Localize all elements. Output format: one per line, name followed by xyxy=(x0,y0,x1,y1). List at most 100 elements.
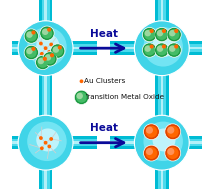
Bar xyxy=(0,141,19,144)
Circle shape xyxy=(31,30,36,35)
Bar xyxy=(161,75,163,100)
Bar xyxy=(161,169,163,189)
Circle shape xyxy=(36,34,59,57)
Circle shape xyxy=(167,127,174,134)
Circle shape xyxy=(144,45,151,52)
Circle shape xyxy=(167,27,181,42)
Text: Heat: Heat xyxy=(90,29,118,39)
Circle shape xyxy=(156,45,167,56)
Circle shape xyxy=(169,29,180,40)
Circle shape xyxy=(26,31,33,38)
Circle shape xyxy=(143,145,159,161)
Circle shape xyxy=(167,147,179,159)
Circle shape xyxy=(165,145,181,161)
Bar xyxy=(188,44,214,52)
Circle shape xyxy=(40,146,44,150)
Bar xyxy=(110,139,135,146)
Bar xyxy=(72,136,97,149)
Circle shape xyxy=(48,50,51,54)
Circle shape xyxy=(174,29,178,33)
Bar xyxy=(42,169,50,189)
Bar xyxy=(0,44,19,52)
Bar xyxy=(188,41,214,55)
Bar xyxy=(158,91,166,116)
Circle shape xyxy=(27,27,67,67)
Circle shape xyxy=(45,54,51,61)
Circle shape xyxy=(40,52,44,56)
Text: Au Clusters: Au Clusters xyxy=(84,78,126,84)
Circle shape xyxy=(26,31,37,41)
Bar xyxy=(45,75,47,100)
Circle shape xyxy=(156,29,167,40)
Circle shape xyxy=(37,57,48,68)
Bar xyxy=(0,139,19,146)
Circle shape xyxy=(43,57,47,61)
Circle shape xyxy=(157,30,163,36)
Bar xyxy=(188,47,214,49)
Circle shape xyxy=(51,44,65,58)
Circle shape xyxy=(43,52,57,66)
Bar xyxy=(39,75,52,100)
Bar xyxy=(155,91,169,116)
Circle shape xyxy=(53,46,59,53)
Circle shape xyxy=(24,29,39,43)
Bar xyxy=(155,169,169,189)
Bar xyxy=(161,0,163,22)
Bar xyxy=(42,91,50,116)
Bar xyxy=(72,44,97,52)
Circle shape xyxy=(144,45,155,56)
Circle shape xyxy=(167,148,174,155)
Circle shape xyxy=(76,92,87,103)
Circle shape xyxy=(49,43,53,46)
Bar xyxy=(158,0,166,22)
Text: Heat: Heat xyxy=(90,123,118,133)
Circle shape xyxy=(36,55,50,70)
Circle shape xyxy=(167,43,181,57)
Circle shape xyxy=(146,148,153,155)
Circle shape xyxy=(44,46,48,50)
Bar xyxy=(72,139,97,146)
Circle shape xyxy=(24,45,39,60)
Circle shape xyxy=(26,47,37,58)
Circle shape xyxy=(153,34,175,57)
Bar xyxy=(110,136,135,149)
Bar xyxy=(0,136,19,149)
Circle shape xyxy=(144,30,151,36)
Circle shape xyxy=(162,29,166,33)
Circle shape xyxy=(48,145,51,148)
Circle shape xyxy=(52,46,63,57)
Circle shape xyxy=(155,27,169,42)
Circle shape xyxy=(142,43,157,57)
Bar xyxy=(45,91,47,116)
Bar xyxy=(155,0,169,22)
Circle shape xyxy=(153,129,175,151)
Circle shape xyxy=(150,44,154,49)
Bar xyxy=(188,139,214,146)
Bar xyxy=(188,136,214,149)
Circle shape xyxy=(27,122,67,161)
Circle shape xyxy=(74,90,89,105)
Circle shape xyxy=(142,27,157,42)
Circle shape xyxy=(162,44,166,49)
Bar xyxy=(39,169,52,189)
Circle shape xyxy=(44,141,48,145)
Circle shape xyxy=(42,29,48,35)
Circle shape xyxy=(167,126,179,138)
Circle shape xyxy=(36,129,59,151)
Bar xyxy=(0,47,19,49)
Circle shape xyxy=(18,115,73,170)
Circle shape xyxy=(146,127,153,134)
Bar xyxy=(72,47,97,49)
Circle shape xyxy=(169,45,175,52)
Circle shape xyxy=(31,47,36,51)
Bar xyxy=(161,91,163,116)
Circle shape xyxy=(165,124,181,140)
Circle shape xyxy=(155,43,169,57)
Circle shape xyxy=(174,44,178,49)
Bar xyxy=(158,169,166,189)
Circle shape xyxy=(143,122,183,161)
Circle shape xyxy=(146,126,157,138)
Circle shape xyxy=(134,115,189,170)
Bar xyxy=(110,44,135,52)
Bar xyxy=(45,0,47,22)
